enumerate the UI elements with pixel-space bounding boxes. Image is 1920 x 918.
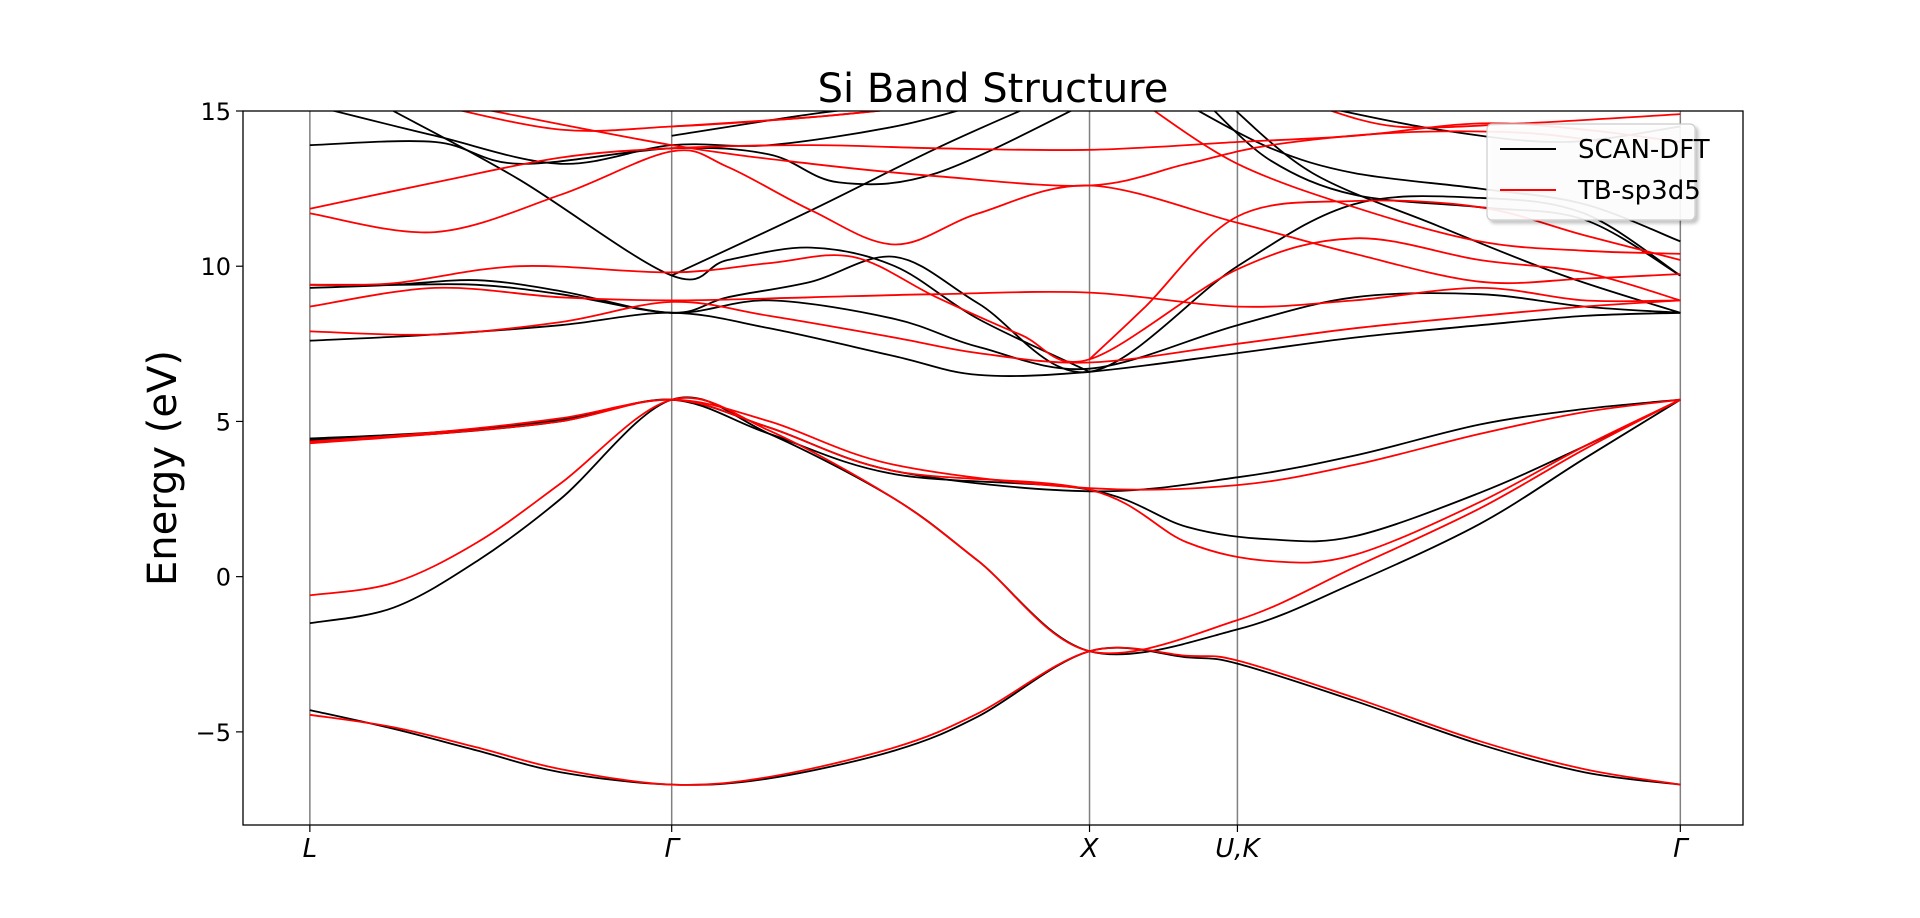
- band-tb-sp3d5-0: [309, 646, 1681, 786]
- band-tb-sp3d5-13: [1153, 111, 1681, 255]
- band-scan-dft-14: [1234, 111, 1681, 314]
- band-scan-dft-9: [330, 111, 960, 165]
- chart-title: Si Band Structure: [818, 66, 1169, 112]
- y-axis-label: Energy (eV): [140, 350, 186, 586]
- x-axis-ticks: L Γ X U,K Γ: [303, 825, 1690, 864]
- band-tb-sp3d5-2: [309, 398, 1681, 564]
- band-scan-dft-2: [309, 398, 1681, 543]
- band-scan-dft-7: [309, 111, 1073, 186]
- band-scan-dft-4: [309, 311, 1681, 377]
- y-tick-label-1: 0: [216, 564, 231, 592]
- y-tick-label-3: 10: [200, 253, 231, 281]
- x-tick-label-4: Γ: [1673, 834, 1690, 864]
- x-tick-label-3: U,K: [1215, 834, 1261, 864]
- band-scan-dft-12: [1213, 111, 1681, 277]
- y-axis-ticks: −5 0 5 10 15: [196, 98, 243, 747]
- band-tb-sp3d5-1: [309, 396, 1681, 655]
- band-scan-dft-10: [671, 111, 1022, 277]
- x-tick-label-0: L: [303, 834, 318, 864]
- band-scan-dft-6: [309, 195, 1681, 374]
- band-tb-sp3d5-12: [1088, 199, 1681, 360]
- x-tick-label-2: X: [1079, 834, 1100, 864]
- band-tb-sp3d5-14: [1328, 111, 1681, 129]
- band-tb-sp3d5-10: [488, 111, 1606, 187]
- band-scan-dft-5: [309, 279, 1681, 371]
- y-tick-label-2: 5: [216, 408, 231, 436]
- legend: SCAN-DFT TB-sp3d5: [1486, 123, 1710, 221]
- band-scan-dft-8: [392, 111, 1090, 373]
- band-tb-sp3d5-5: [309, 286, 1681, 308]
- band-tb-sp3d5-8: [309, 122, 1681, 210]
- band-tb-sp3d5-7: [309, 149, 1681, 285]
- y-tick-label-4: 15: [200, 98, 231, 126]
- plot-frame: [242, 110, 1744, 826]
- high-symmetry-lines: [309, 111, 1682, 825]
- band-tb-sp3d5-4: [309, 299, 1681, 364]
- band-tb-sp3d5-3: [309, 398, 1681, 491]
- band-scan-dft-3: [309, 398, 1681, 493]
- legend-label-tb-sp3d5: TB-sp3d5: [1577, 176, 1701, 206]
- band-scan-dft-0: [309, 646, 1681, 786]
- legend-label-scan-dft: SCAN-DFT: [1578, 135, 1710, 165]
- band-tb-sp3d5-11: [671, 111, 886, 128]
- band-lines: [309, 111, 1681, 786]
- band-scan-dft-11: [671, 111, 843, 137]
- band-tb-sp3d5-6: [309, 237, 1681, 363]
- y-tick-label-0: −5: [196, 719, 231, 747]
- x-tick-label-1: Γ: [664, 834, 681, 864]
